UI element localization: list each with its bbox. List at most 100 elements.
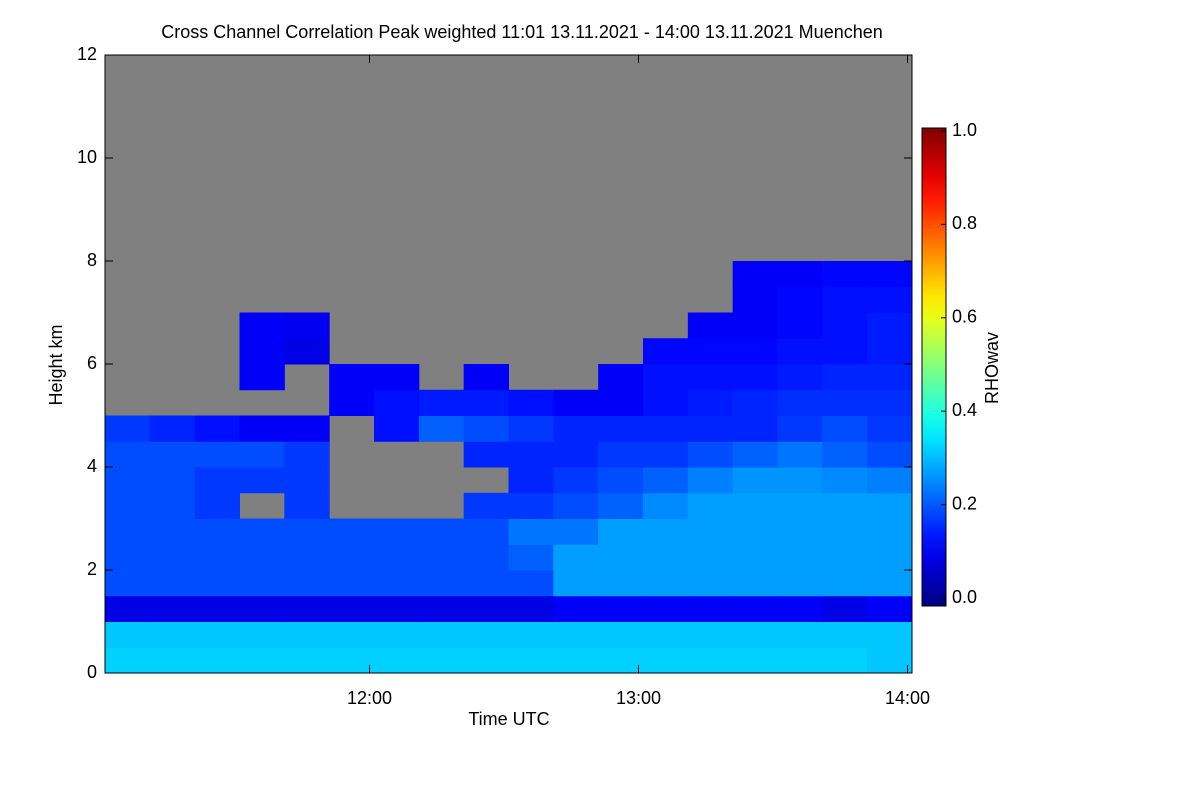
heatmap-cell: [194, 415, 240, 442]
heatmap-cell: [508, 595, 554, 622]
heatmap-cell: [284, 544, 330, 571]
heatmap-cell: [777, 261, 823, 288]
heatmap-cell: [149, 595, 196, 622]
heatmap-cell: [284, 595, 330, 622]
heatmap-cell: [194, 544, 240, 571]
heatmap-cell: [149, 544, 196, 571]
heatmap-cell: [284, 621, 330, 648]
heatmap-cell: [553, 415, 599, 442]
y-tick-label: 6: [87, 353, 97, 373]
heatmap-cell: [822, 518, 868, 545]
heatmap-cell: [105, 647, 151, 674]
heatmap-cell: [553, 544, 599, 571]
y-tick-label: 0: [87, 662, 97, 682]
heatmap-cell: [374, 364, 420, 391]
heatmap-cell: [777, 621, 823, 648]
heatmap-cell: [418, 389, 465, 416]
heatmap-cell: [329, 544, 375, 571]
heatmap-cell: [732, 544, 778, 571]
heatmap-cell: [553, 518, 599, 545]
heatmap-cell: [329, 364, 375, 391]
heatmap-cell: [149, 492, 196, 519]
heatmap-cell: [418, 544, 465, 571]
heatmap-cell: [643, 467, 689, 494]
heatmap-cell: [598, 518, 644, 545]
heatmap-cell: [732, 286, 778, 313]
colorbar-tick-label: 1.0: [952, 120, 977, 140]
colorbar-tick-label: 0.2: [952, 493, 977, 513]
heatmap-cell: [822, 286, 868, 313]
heatmap-cell: [643, 338, 689, 365]
heatmap-cell: [687, 389, 734, 416]
heatmap-cell: [732, 441, 778, 468]
heatmap-cell: [105, 518, 151, 545]
heatmap-cell: [598, 364, 644, 391]
heatmap-cell: [598, 647, 644, 674]
heatmap-cell: [822, 544, 868, 571]
x-tick-label: 13:00: [616, 688, 661, 708]
colorbar-tick-label: 0.4: [952, 400, 977, 420]
heatmap-cell: [867, 261, 913, 288]
heatmap-cell: [687, 441, 734, 468]
heatmap-cell: [598, 595, 644, 622]
heatmap-cell: [284, 312, 330, 339]
heatmap-cell: [329, 647, 375, 674]
heatmap-cell: [508, 492, 554, 519]
heatmap-cell: [777, 441, 823, 468]
heatmap-cell: [867, 492, 913, 519]
heatmap-cell: [149, 415, 196, 442]
heatmap-cell: [732, 621, 778, 648]
heatmap-cell: [867, 518, 913, 545]
heatmap-cell: [777, 544, 823, 571]
heatmap-cell: [777, 415, 823, 442]
heatmap-cell: [463, 595, 509, 622]
heatmap-cell: [732, 389, 778, 416]
heatmap-cell: [239, 415, 285, 442]
heatmap-cell: [598, 570, 644, 597]
heatmap-cell: [194, 647, 240, 674]
heatmap-cell: [643, 441, 689, 468]
heatmap-cell: [374, 595, 420, 622]
heatmap-cell: [687, 312, 734, 339]
heatmap-cell: [867, 364, 913, 391]
heatmap-cell: [643, 544, 689, 571]
heatmap-cell: [329, 570, 375, 597]
heatmap-cell: [777, 570, 823, 597]
heatmap-cell: [822, 621, 868, 648]
heatmap-cell: [822, 415, 868, 442]
heatmap-cell: [643, 621, 689, 648]
heatmap-cell: [822, 389, 868, 416]
heatmap-cell: [284, 338, 330, 365]
heatmap-cell: [777, 338, 823, 365]
heatmap-cell: [239, 647, 285, 674]
heatmap-cell: [687, 544, 734, 571]
colorbar-tick-label: 0.8: [952, 213, 977, 233]
heatmap-cell: [284, 441, 330, 468]
heatmap-cell: [553, 441, 599, 468]
heatmap-cell: [643, 492, 689, 519]
heatmap-cell: [687, 647, 734, 674]
heatmap-cell: [463, 415, 509, 442]
heatmap-cell: [329, 389, 375, 416]
heatmap-cell: [329, 518, 375, 545]
heatmap-cell: [867, 389, 913, 416]
heatmap-cell: [508, 389, 554, 416]
heatmap-cell: [418, 570, 465, 597]
heatmap-cell: [284, 570, 330, 597]
heatmap-cell: [508, 621, 554, 648]
heatmap-cell: [598, 467, 644, 494]
heatmap-cell: [643, 389, 689, 416]
heatmap-cell: [239, 621, 285, 648]
heatmap-cell: [687, 595, 734, 622]
heatmap-cell: [149, 647, 196, 674]
heatmap-cell: [822, 261, 868, 288]
heatmap-cell: [239, 544, 285, 571]
heatmap-cell: [284, 415, 330, 442]
heatmap-cell: [553, 492, 599, 519]
heatmap-cell: [284, 647, 330, 674]
heatmap-cell: [732, 364, 778, 391]
heatmap-cell: [867, 595, 913, 622]
heatmap-cell: [239, 570, 285, 597]
heatmap-cell: [329, 595, 375, 622]
